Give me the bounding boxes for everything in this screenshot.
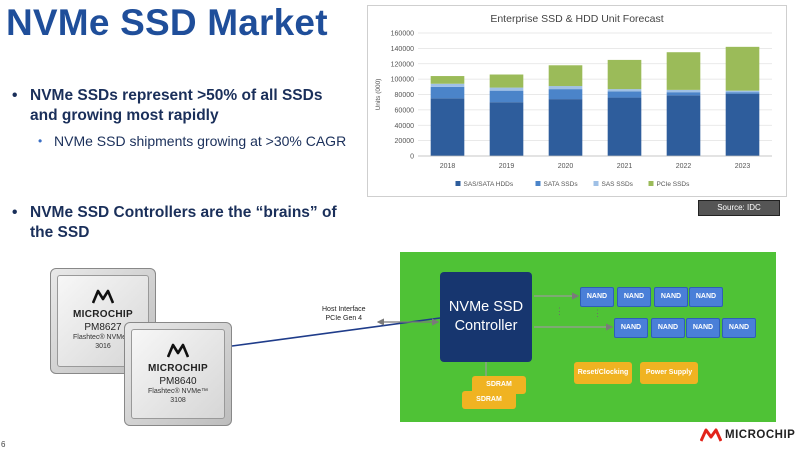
microchip-logo-icon [166,343,190,358]
chip-line: Flashtec® NVMe™ [72,334,133,341]
bar-segment [666,89,701,93]
bar-segment [666,92,701,96]
bar-segment [725,90,760,93]
nand-block: NAND [651,318,685,338]
y-tick-label: 120000 [391,61,414,68]
sub-bullet-item: NVMe SSD shipments growing at >30% CAGR [8,131,348,151]
sdram-block: SDRAM [472,376,526,394]
page-number: 6 [1,440,6,449]
nand-block: NAND [689,287,723,307]
bar-segment [725,92,760,94]
bar-segment [489,102,524,156]
nvme-controller-block: NVMe SSD Controller [440,272,532,362]
x-tick-label: 2023 [735,163,751,170]
sdram-block: SDRAM [462,391,516,409]
controller-line2: Controller [454,318,518,334]
nand-block: NAND [580,287,614,307]
bar-segment [489,87,524,91]
legend-swatch [593,181,599,186]
y-tick-label: 40000 [395,123,415,130]
footer-brand: MICROCHIP [725,429,796,441]
x-tick-label: 2020 [558,163,574,170]
source-label: Source: IDC [698,200,780,216]
chip-part: PM8640 [159,376,197,387]
power-supply-block: Power Supply [640,362,698,384]
legend-label: SAS/SATA HDDs [464,181,514,188]
bullet-item: NVMe SSDs represent >50% of all SSDs and… [8,86,348,126]
bar-segment [430,86,465,99]
x-tick-label: 2019 [499,163,515,170]
y-tick-label: 20000 [395,138,415,145]
microchip-logo-icon [700,428,722,442]
y-tick-label: 140000 [391,46,414,53]
bar-segment [607,97,642,156]
svg-text:⋮: ⋮ [593,308,602,318]
legend-swatch [455,181,461,186]
bar-segment [548,99,583,156]
chip-pm8640: MICROCHIP PM8640 Flashtec® NVMe™ 3108 [124,322,232,426]
chip-part: PM8627 [84,322,122,333]
bar-segment [725,93,760,156]
bar-segment [430,76,465,84]
bar-segment [607,89,642,92]
nand-block: NAND [654,287,688,307]
y-tick-label: 60000 [395,107,415,114]
legend-swatch [535,181,541,186]
bar-segment [725,46,760,91]
stacked-bar-chart: Enterprise SSD & HDD Unit Forecast 0 20000… [375,13,772,188]
legend-label: PCIe SSDs [657,181,691,188]
x-tick-label: 2021 [617,163,633,170]
legend-swatch [648,181,654,186]
x-tick-label: 2018 [440,163,456,170]
nand-block: NAND [722,318,756,338]
host-interface-label: Host Interface PCIe Gen 4 [322,305,366,323]
bar-segment [548,89,583,100]
bar-segment [489,74,524,88]
nand-block: NAND [686,318,720,338]
microchip-logo-icon [91,289,115,304]
nand-block: NAND [617,287,651,307]
chip-line: 3016 [95,343,111,350]
y-tick-label: 100000 [391,77,414,84]
nand-block: NAND [614,318,648,338]
legend-label: SATA SSDs [544,181,579,188]
y-tick-label: 160000 [391,31,414,38]
x-tick-label: 2022 [676,163,692,170]
bar-segment [548,86,583,90]
reset-clocking-block: Reset/Clocking [574,362,632,384]
chart-container: Enterprise SSD & HDD Unit Forecast 0 20000… [367,5,787,197]
bullet-list: NVMe SSDs represent >50% of all SSDs and… [8,86,348,243]
y-tick-label: 0 [410,154,414,161]
chip-brand: MICROCHIP [73,309,133,320]
bar-segment [548,65,583,87]
controller-line1: NVMe SSD [448,299,524,315]
bar-segment [489,90,524,103]
footer-logo: MICROCHIP [700,428,795,442]
y-tick-label: 80000 [395,92,415,99]
legend-label: SAS SSDs [602,181,634,188]
bar-segment [607,59,642,90]
bar-segment [666,95,701,156]
bar-segment [430,83,465,87]
host-interface-line2: PCIe Gen 4 [325,315,363,322]
bullet-item: NVMe SSD Controllers are the “brains” of… [8,203,348,243]
chart-title: Enterprise SSD & HDD Unit Forecast [490,13,663,25]
host-interface-line1: Host Interface [322,306,366,313]
bar-segment [666,52,701,90]
chip-line: Flashtec® NVMe™ [147,388,208,395]
svg-text:⋮: ⋮ [555,306,564,316]
y-axis-label: Units (000) [375,79,382,111]
chip-brand: MICROCHIP [148,363,208,374]
bar-segment [607,91,642,98]
chip-line: 3108 [170,397,186,404]
slide-title: NVMe SSD Market [6,2,328,43]
bar-segment [430,98,465,156]
